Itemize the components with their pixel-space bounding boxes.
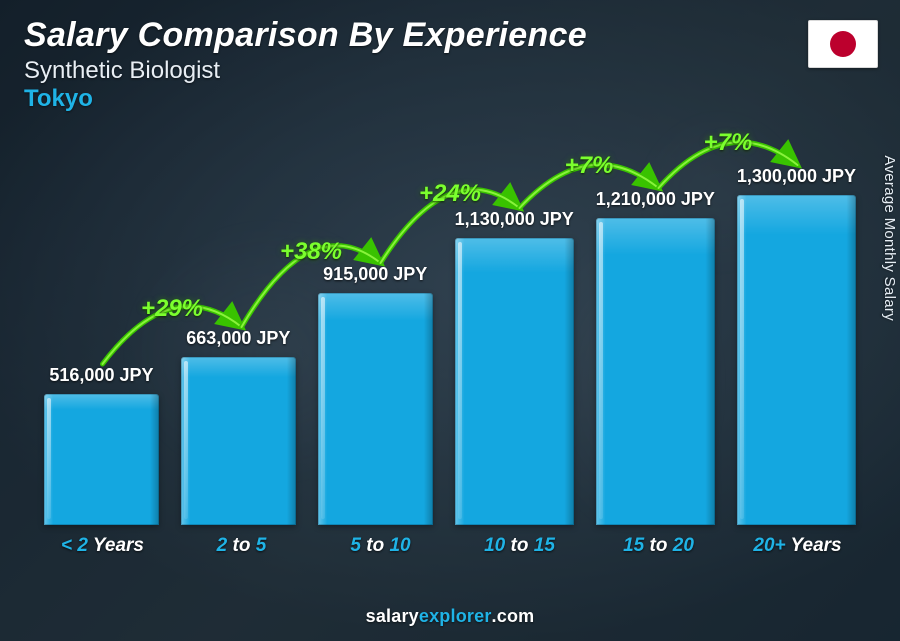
- bar: [44, 394, 159, 525]
- footer-source: salaryexplorer.com: [0, 606, 900, 627]
- bar-wrap: 1,130,000 JPY: [455, 209, 574, 525]
- x-axis-labels: < 2 Years 2 to 5 5 to 10 10 to 15 15 to 20 20…: [30, 535, 870, 557]
- y-axis-label: Average Monthly Salary: [882, 155, 899, 321]
- bar: [455, 238, 574, 525]
- x-axis-label: 10 to 15: [461, 535, 578, 557]
- footer-suffix: .com: [492, 606, 535, 626]
- bar: [181, 357, 296, 525]
- x-axis-label: 2 to 5: [183, 535, 300, 557]
- flag-disc-icon: [830, 31, 856, 57]
- page-subtitle: Synthetic Biologist: [24, 57, 587, 85]
- salary-bar-chart: 516,000 JPY 663,000 JPY 915,000 JPY 1,130,0…: [30, 130, 870, 551]
- bar: [596, 218, 715, 525]
- delta-pct-label: +38%: [280, 238, 342, 266]
- bar-value-label: 1,210,000 JPY: [596, 189, 715, 210]
- bar-value-label: 516,000 JPY: [49, 365, 153, 386]
- x-axis-label: 20+ Years: [739, 535, 856, 557]
- footer-prefix: salary: [366, 606, 419, 626]
- bar-value-label: 1,300,000 JPY: [737, 166, 856, 187]
- delta-pct-label: +24%: [419, 180, 481, 208]
- page-location: Tokyo: [24, 85, 587, 113]
- x-axis-label: < 2 Years: [44, 535, 161, 557]
- x-axis-label: 15 to 20: [600, 535, 717, 557]
- bar-wrap: 663,000 JPY: [181, 328, 296, 525]
- bar-wrap: 915,000 JPY: [318, 264, 433, 525]
- bar-value-label: 663,000 JPY: [186, 328, 290, 349]
- delta-pct-label: +29%: [141, 295, 203, 323]
- delta-pct-label: +7%: [565, 152, 614, 180]
- country-flag-japan: [808, 20, 878, 68]
- delta-pct-label: +7%: [704, 129, 753, 157]
- bar-value-label: 915,000 JPY: [323, 264, 427, 285]
- page-title: Salary Comparison By Experience: [24, 16, 587, 55]
- bar-wrap: 516,000 JPY: [44, 365, 159, 525]
- x-axis-label: 5 to 10: [322, 535, 439, 557]
- bar: [318, 293, 433, 525]
- bar-value-label: 1,130,000 JPY: [455, 209, 574, 230]
- bar-wrap: 1,210,000 JPY: [596, 189, 715, 525]
- bar: [737, 195, 856, 525]
- footer-brand: explorer: [419, 606, 492, 626]
- bar-wrap: 1,300,000 JPY: [737, 166, 856, 525]
- header: Salary Comparison By Experience Syntheti…: [24, 16, 587, 113]
